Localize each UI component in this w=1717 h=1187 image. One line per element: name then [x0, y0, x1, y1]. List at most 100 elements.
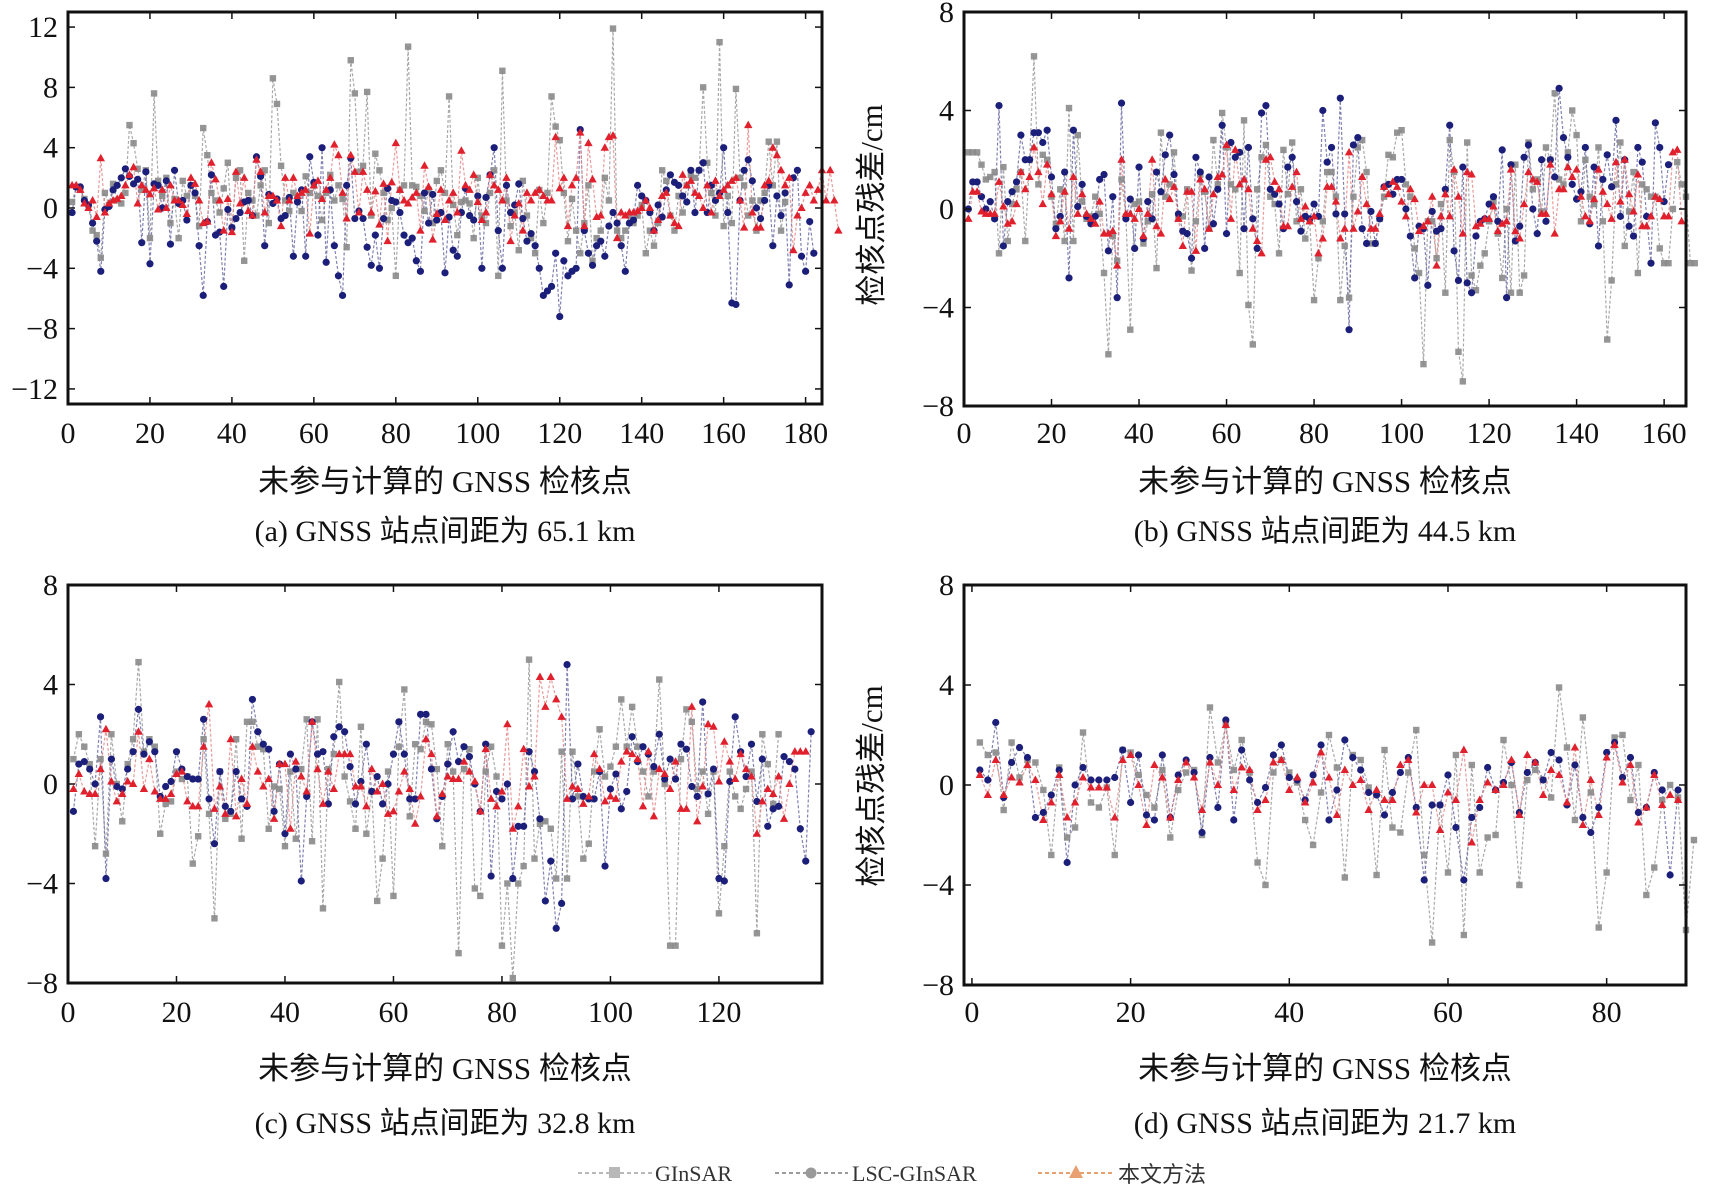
panel-a-point-2-109: [514, 198, 523, 207]
panel-c-point-2-69: [443, 772, 452, 780]
panel-b-point-1-90: [1358, 225, 1366, 233]
panel-d-point-0-56: [1420, 851, 1428, 859]
panel-a-point-2-187: [834, 226, 843, 234]
panel-c-point-0-44: [308, 838, 316, 845]
panel-b-point-0-136: [1560, 181, 1567, 188]
panel-d-point-2-8: [1039, 815, 1048, 823]
panel-a-point-2-60: [313, 176, 323, 184]
panel-a-point-0-107: [507, 222, 514, 230]
panel-d-point-2-49: [1364, 805, 1373, 813]
panel-c-point-2-114: [687, 702, 697, 710]
panel-c-point-2-78: [492, 801, 501, 810]
panel-b-point-2-66: [1252, 236, 1262, 245]
panel-a-point-2-74: [371, 186, 380, 195]
panel-b-point-1-31: [1100, 170, 1108, 179]
panel-d-point-2-87: [1665, 790, 1675, 798]
panel-a-point-2-4: [84, 203, 93, 211]
panel-b-ytick-label: 4: [939, 95, 954, 128]
panel-b-point-2-11: [1012, 199, 1021, 208]
panel-a-point-0-17: [138, 186, 145, 194]
panel-c-point-0-46: [319, 905, 327, 912]
panel-d-point-2-39: [1285, 785, 1294, 793]
panel-a-point-2-158: [715, 191, 724, 199]
panel-c-point-0-83: [520, 862, 527, 870]
panel-d-point-1-9: [1047, 791, 1055, 799]
panel-a-point-2-125: [580, 221, 589, 230]
panel-c-point-1-30: [232, 767, 240, 776]
panel-c-point-0-28: [222, 815, 229, 823]
panel-a-point-2-58: [305, 229, 314, 237]
panel-a-point-0-104: [495, 272, 502, 280]
panel-b-point-2-101: [1406, 184, 1415, 193]
panel-a-point-2-53: [285, 195, 294, 204]
panel-b-point-0-115: [1468, 272, 1475, 279]
panel-a-point-1-76: [379, 214, 388, 223]
panel-c-point-0-99: [607, 763, 614, 770]
panel-c-point-2-106: [644, 747, 653, 755]
panel-c-series-line-0: [72, 659, 780, 979]
panel-a-point-2-99: [473, 197, 482, 205]
panel-b-point-2-151: [1624, 189, 1634, 198]
panel-b-point-0-68: [1262, 141, 1270, 149]
panel-b-point-0-32: [1105, 351, 1112, 358]
panel-a-point-1-67: [343, 181, 351, 189]
panel-a-point-2-97: [465, 185, 474, 193]
panel-a-point-0-83: [409, 182, 416, 189]
panel-b-point-0-150: [1621, 242, 1628, 250]
panel-b-point-0-0: [965, 149, 972, 156]
panel-a-point-0-43: [245, 189, 252, 197]
panel-a-point-0-116: [544, 189, 551, 197]
panel-a-point-2-143: [653, 215, 663, 224]
panel-c-point-2-20: [177, 767, 187, 775]
panel-b-point-0-117: [1477, 262, 1484, 269]
panel-c-point-0-66: [428, 721, 435, 728]
panel-b-point-1-153: [1634, 143, 1642, 152]
panel-c-point-1-83: [520, 822, 528, 830]
panel-d-point-1-55: [1412, 803, 1420, 812]
panel-b-point-1-44: [1157, 188, 1165, 196]
panel-d-point-2-61: [1459, 745, 1469, 753]
panel-b-point-2-73: [1283, 221, 1293, 230]
panel-a-point-0-152: [691, 174, 699, 182]
panel-c-point-2-9: [118, 789, 127, 797]
panel-d-point-0-65: [1492, 831, 1499, 839]
panel-c-point-1-36: [265, 745, 273, 753]
panel-b-point-0-76: [1297, 186, 1305, 193]
panel-b-point-2-116: [1471, 221, 1481, 230]
panel-d-point-2-37: [1269, 758, 1278, 766]
panel-b-point-1-35: [1117, 99, 1126, 107]
panel-b-point-2-84: [1331, 197, 1341, 205]
panel-c-point-2-15: [150, 786, 159, 795]
panel-c-point-2-117: [703, 719, 713, 728]
panel-b-point-1-152: [1629, 232, 1638, 240]
panel-b-point-2-64: [1244, 184, 1253, 193]
panel-c-point-2-98: [600, 796, 610, 805]
panel-d-point-2-66: [1499, 780, 1508, 788]
panel-b-point-0-114: [1464, 139, 1471, 146]
panel-c-point-1-34: [254, 728, 262, 736]
panel-a-xtick-label: 40: [217, 417, 247, 450]
panel-d-point-0-90: [1690, 836, 1698, 844]
panel-a-point-2-130: [600, 143, 610, 151]
panel-d-point-2-29: [1205, 758, 1215, 766]
panel-b-point-2-57: [1213, 172, 1222, 180]
panel-b-point-2-110: [1445, 211, 1454, 220]
panel-b-point-0-124: [1507, 289, 1515, 296]
panel-c-point-0-2: [81, 743, 88, 750]
panel-c-point-0-72: [460, 765, 468, 773]
panel-a-point-0-101: [482, 219, 490, 227]
panel-c-point-1-1: [75, 760, 83, 768]
panel-a-point-0-44: [249, 197, 256, 204]
panel-a-point-0-147: [671, 227, 678, 234]
panel-a-point-1-32: [199, 291, 207, 300]
panel-c-point-1-124: [742, 772, 750, 781]
panel-a-point-1-83: [408, 234, 416, 242]
panel-b-point-0-18: [1043, 156, 1051, 163]
panel-c-point-0-62: [406, 813, 413, 820]
panel-b-point-1-26: [1078, 180, 1086, 188]
panel-b-point-2-125: [1511, 226, 1520, 235]
panel-b-point-2-58: [1217, 170, 1227, 178]
panel-b-point-0-42: [1148, 191, 1156, 198]
panel-b-point-1-58: [1218, 121, 1226, 129]
panel-b-point-0-65: [1249, 341, 1256, 348]
